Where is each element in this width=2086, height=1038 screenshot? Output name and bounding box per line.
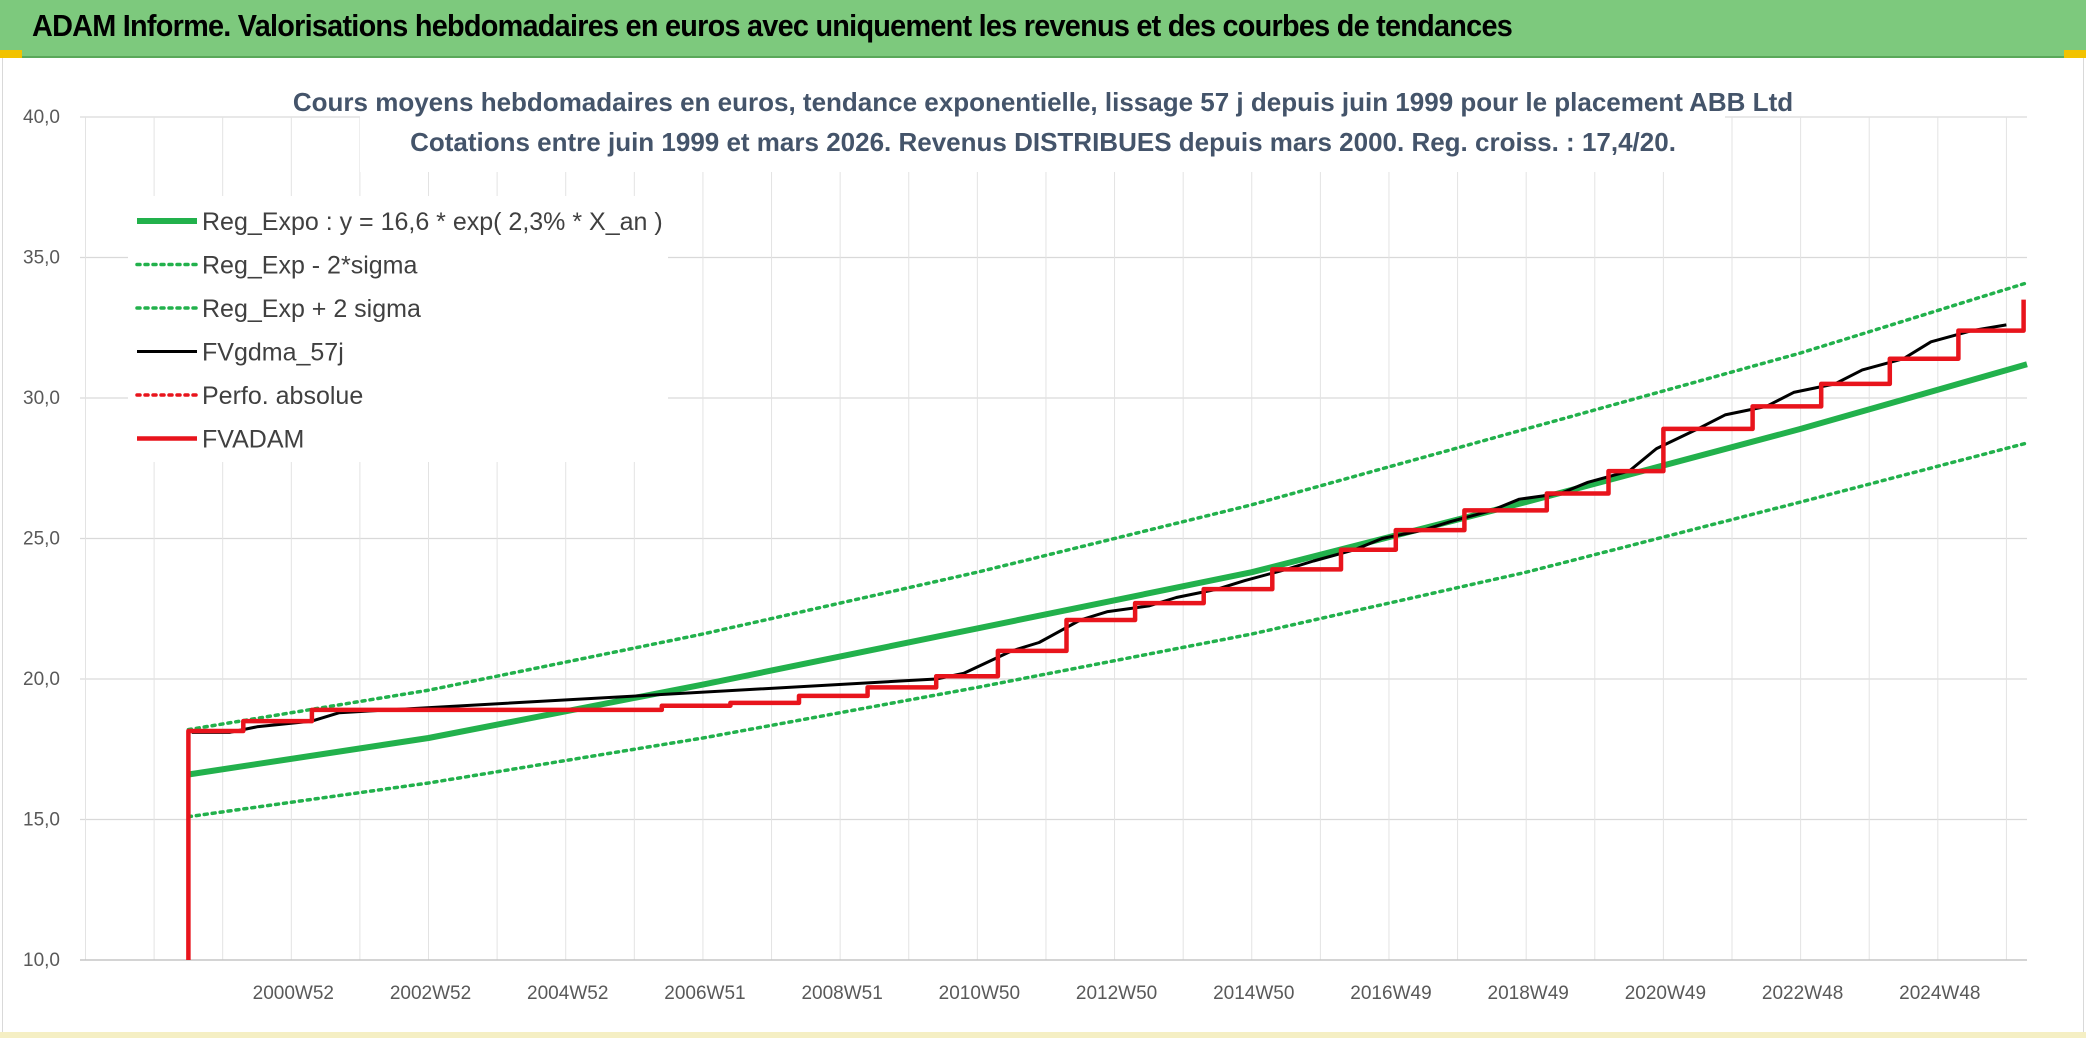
- y-axis-ticks: 10,0 15,0 20,0 25,0 30,0 35,0 40,0: [23, 107, 60, 971]
- x-tick-label: 2024W48: [1899, 983, 1980, 1004]
- series-line-3: [191, 323, 2007, 734]
- title-banner: ADAM Informe. Valorisations hebdomadaire…: [0, 0, 2086, 58]
- legend-label: Reg_Expo : y = 16,6 * exp( 2,3% * X_an ): [202, 208, 663, 236]
- x-tick-label: 2008W51: [801, 983, 882, 1004]
- x-tick-label: 2006W51: [664, 983, 745, 1004]
- x-tick-label: 2000W52: [253, 983, 334, 1004]
- series-lines: [186, 281, 2029, 960]
- page-title: ADAM Informe. Valorisations hebdomadaire…: [32, 8, 1513, 43]
- legend-background: [128, 196, 668, 462]
- chart-frame: [2, 58, 2084, 1036]
- x-tick-label: 2018W49: [1488, 983, 1569, 1004]
- x-tick-label: 2022W48: [1762, 983, 1843, 1004]
- corner-marker-left: [0, 50, 22, 58]
- bottom-strip: [0, 1032, 2086, 1038]
- legend-label: Reg_Exp + 2 sigma: [202, 295, 421, 323]
- legend-label: Reg_Exp - 2*sigma: [202, 252, 417, 280]
- series-line-1: [186, 441, 2029, 819]
- chart-subtitle: Cotations entre juin 1999 et mars 2026. …: [410, 127, 1676, 157]
- legend-label: Perfo. absolue: [202, 382, 363, 410]
- y-tick-label: 10,0: [23, 950, 60, 971]
- legend-label: FVADAM: [202, 426, 304, 454]
- y-tick-label: 30,0: [23, 388, 60, 409]
- y-tick-label: 40,0: [23, 107, 60, 128]
- x-tick-label: 2014W50: [1213, 983, 1294, 1004]
- series-line-2: [186, 281, 2029, 732]
- legend-label: FVgdma_57j: [202, 339, 344, 367]
- y-tick-label: 20,0: [23, 669, 60, 690]
- legend: Reg_Expo : y = 16,6 * exp( 2,3% * X_an )…: [128, 196, 668, 462]
- y-tick-label: 15,0: [23, 810, 60, 831]
- grid: [80, 116, 2027, 961]
- x-tick-label: 2012W50: [1076, 983, 1157, 1004]
- x-tick-label: 2004W52: [527, 983, 608, 1004]
- series-line-5: [186, 299, 2026, 960]
- chart-title: Cours moyens hebdomadaires en euros, ten…: [293, 87, 1793, 117]
- x-tick-label: 2020W49: [1625, 983, 1706, 1004]
- x-tick-label: 2016W49: [1350, 983, 1431, 1004]
- x-tick-label: 2010W50: [939, 983, 1020, 1004]
- x-axis-ticks: 2000W52 2002W52 2004W52 2006W51 2008W51 2010W…: [253, 983, 1981, 1004]
- series-line-0: [187, 361, 2028, 778]
- x-tick-label: 2002W52: [390, 983, 471, 1004]
- y-tick-label: 25,0: [23, 529, 60, 550]
- title-background: [360, 90, 1725, 172]
- y-tick-label: 35,0: [23, 248, 60, 269]
- corner-marker-right: [2064, 50, 2086, 58]
